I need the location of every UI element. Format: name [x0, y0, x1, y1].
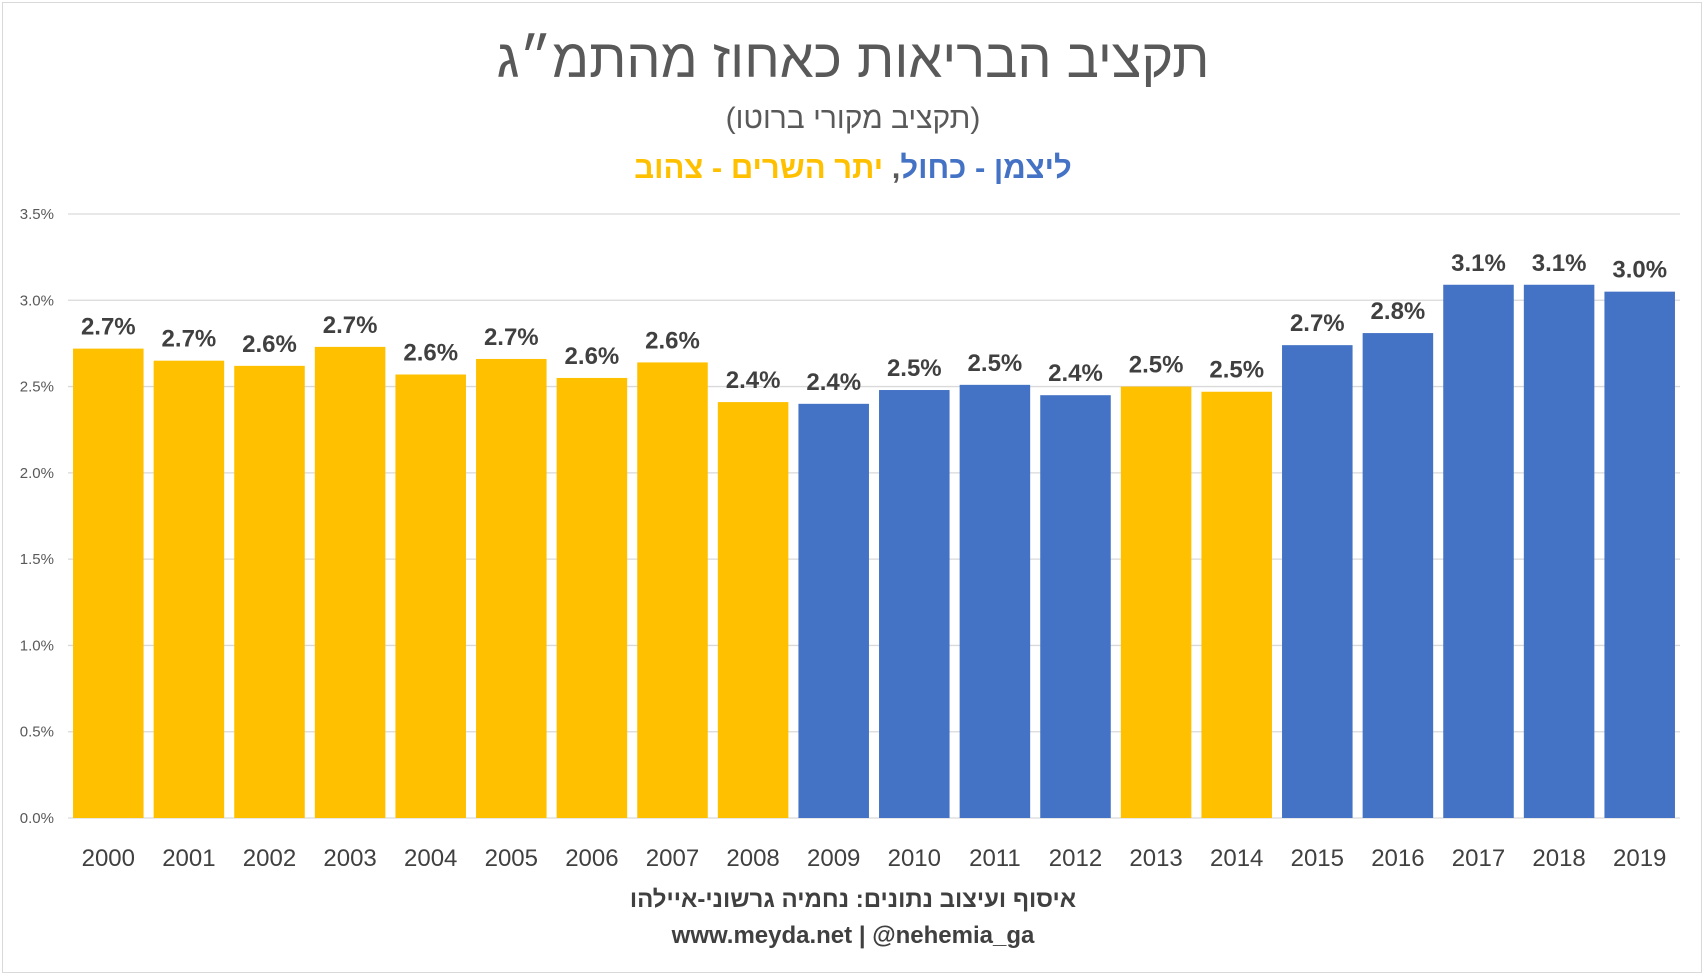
x-tick-label: 2018	[1532, 845, 1585, 872]
bar	[1040, 395, 1111, 818]
x-tick-label: 2008	[726, 845, 779, 872]
bar	[717, 402, 789, 818]
x-tick-label: 2011	[969, 845, 1021, 872]
credit-links: www.meyda.net | @nehemia_ga	[671, 922, 1035, 949]
data-label: 2.4%	[726, 367, 781, 394]
bar	[1523, 284, 1595, 818]
data-label: 2.6%	[403, 339, 458, 366]
gridlines	[68, 213, 1680, 819]
y-tick-label: 1.0%	[20, 637, 54, 654]
x-tick-label: 2012	[1049, 845, 1102, 872]
bar	[476, 358, 547, 818]
data-label: 2.7%	[323, 312, 378, 339]
x-tick-label: 2015	[1291, 845, 1344, 872]
data-label: 2.5%	[1129, 352, 1184, 379]
data-label: 2.7%	[162, 326, 217, 353]
data-label: 2.7%	[1290, 310, 1345, 337]
x-tick-label: 2002	[243, 845, 296, 872]
y-tick-label: 2.5%	[20, 379, 54, 396]
x-tick-label: 2001	[162, 845, 215, 872]
chart-subtitle: (תקציב מקורי ברוטו)	[725, 102, 981, 135]
data-label: 3.1%	[1532, 250, 1587, 277]
data-label: 2.5%	[887, 355, 942, 382]
x-tick-label: 2007	[646, 845, 699, 872]
bar	[1201, 391, 1272, 818]
bar	[234, 365, 305, 818]
data-label: 2.4%	[806, 369, 861, 396]
y-tick-label: 0.5%	[20, 724, 54, 741]
data-label: 2.6%	[645, 327, 700, 354]
legend-blue-label: ליצמן - כחול	[900, 150, 1072, 185]
bar	[1362, 333, 1434, 818]
y-tick-label: 0.0%	[20, 810, 54, 827]
bar	[153, 360, 225, 818]
bar	[1604, 291, 1675, 819]
bar	[1282, 345, 1353, 818]
data-labels: 2.7% 2.7% 2.6% 2.7% 2.6% 2.7% 2.6% 2.6% 2.4% 2.4%…	[81, 250, 1667, 396]
y-tick-label: 1.5%	[20, 551, 54, 568]
credit-author: איסוף ועיצוב נתונים: נחמיה גרשוני-איילהו	[629, 886, 1077, 913]
chart-legend: ליצמן - כחול, יתר השרים - צהוב	[0, 150, 1706, 186]
x-tick-label: 2014	[1210, 845, 1263, 872]
data-label: 2.7%	[484, 324, 539, 351]
y-axis-labels: 0.0% 0.5% 1.0% 1.5% 2.0% 2.5% 3.0% 3.5%	[20, 206, 54, 827]
legend-separator: ,	[883, 150, 901, 185]
x-tick-label: 2016	[1371, 845, 1424, 872]
y-tick-label: 3.0%	[20, 292, 54, 309]
x-axis-labels: 2000 2001 2002 2003 2004 2005 2006 2007 2008 2009…	[82, 845, 1667, 872]
bar	[637, 362, 708, 818]
bar	[959, 384, 1031, 818]
x-tick-label: 2004	[404, 845, 457, 872]
x-tick-label: 2013	[1129, 845, 1182, 872]
bar	[395, 374, 466, 818]
data-label: 2.6%	[242, 331, 297, 358]
x-tick-label: 2010	[888, 845, 941, 872]
x-tick-label: 2009	[807, 845, 860, 872]
bars	[73, 284, 1675, 819]
x-tick-label: 2003	[323, 845, 376, 872]
bar	[879, 390, 950, 818]
bar	[1443, 284, 1514, 818]
x-tick-label: 2019	[1613, 845, 1666, 872]
legend-yellow-label: יתר השרים - צהוב	[634, 150, 884, 185]
chart-title: תקציב הבריאות כאחוז מהתמ״ג	[496, 29, 1210, 89]
y-tick-label: 2.0%	[20, 465, 54, 482]
data-label: 2.7%	[81, 314, 136, 341]
x-tick-label: 2000	[82, 845, 135, 872]
bar	[314, 346, 386, 818]
data-label: 3.0%	[1612, 257, 1667, 284]
bar	[556, 377, 628, 818]
x-tick-label: 2005	[485, 845, 538, 872]
x-tick-label: 2017	[1452, 845, 1505, 872]
data-label: 2.5%	[968, 350, 1023, 377]
y-tick-label: 3.5%	[20, 206, 54, 223]
data-label: 2.4%	[1048, 360, 1103, 387]
data-label: 2.8%	[1371, 298, 1426, 325]
x-tick-label: 2006	[565, 845, 618, 872]
bar	[798, 403, 869, 818]
data-label: 2.6%	[565, 343, 620, 370]
data-label: 2.5%	[1209, 357, 1264, 384]
bar	[1120, 386, 1192, 818]
data-label: 3.1%	[1451, 250, 1506, 277]
bar	[73, 348, 144, 818]
